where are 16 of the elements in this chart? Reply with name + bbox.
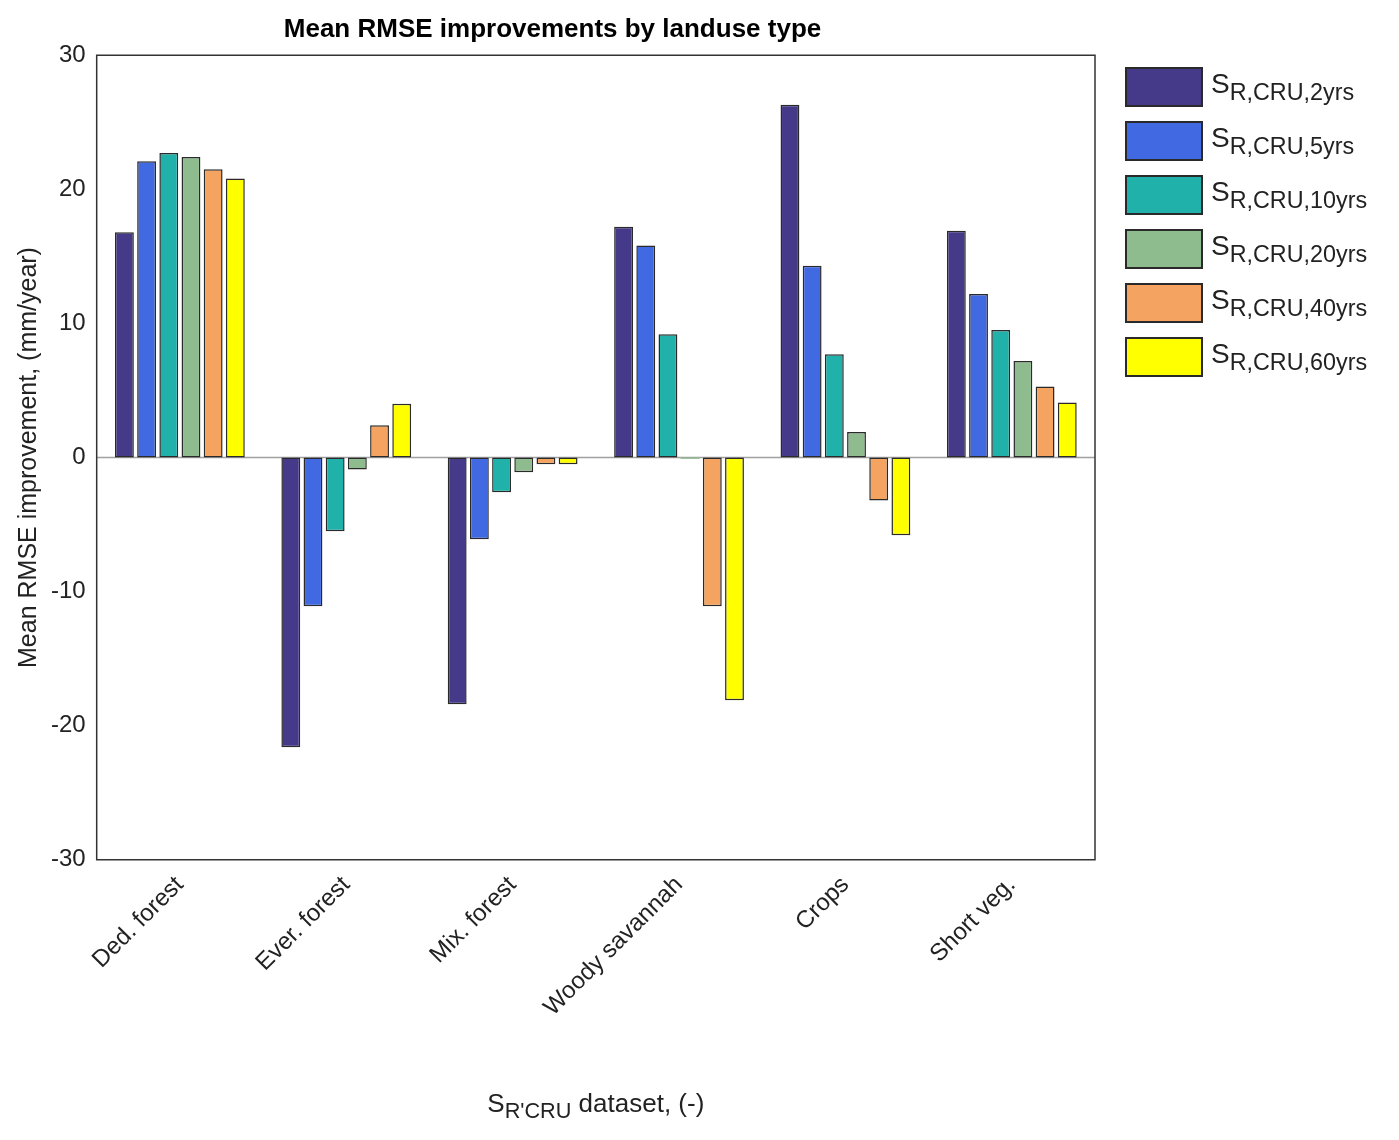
y-tick-label: 10 bbox=[58, 308, 86, 336]
legend-label: S$_{R,CRU,2yrs}$ bbox=[1211, 68, 1355, 106]
y-tick-label: 0 bbox=[72, 442, 86, 470]
legend-label: S$_{R,CRU,10yrs}$ bbox=[1211, 176, 1368, 214]
legend-label: S$_{R,CRU,40yrs}$ bbox=[1211, 284, 1368, 322]
y-tick-label: -30 bbox=[51, 844, 86, 872]
y-tick-label: -10 bbox=[51, 576, 86, 604]
y-tick-label: 30 bbox=[58, 39, 86, 67]
y-tick-label: 20 bbox=[58, 173, 86, 201]
y-axis-title: Mean RMSE improvement, (mm/year) bbox=[12, 247, 41, 668]
legend-label: S$_{R,CRU,20yrs}$ bbox=[1211, 230, 1368, 268]
legend-label: S$_{R,CRU,5yrs}$ bbox=[1211, 122, 1355, 160]
x-axis-title: S$_{R'CRU}$ dataset, (-) bbox=[486, 1088, 706, 1125]
legend-label: S$_{R,CRU,60yrs}$ bbox=[1211, 338, 1368, 376]
y-tick-label: -20 bbox=[51, 710, 86, 738]
chart-title: Mean RMSE improvements by landuse type bbox=[283, 12, 822, 43]
